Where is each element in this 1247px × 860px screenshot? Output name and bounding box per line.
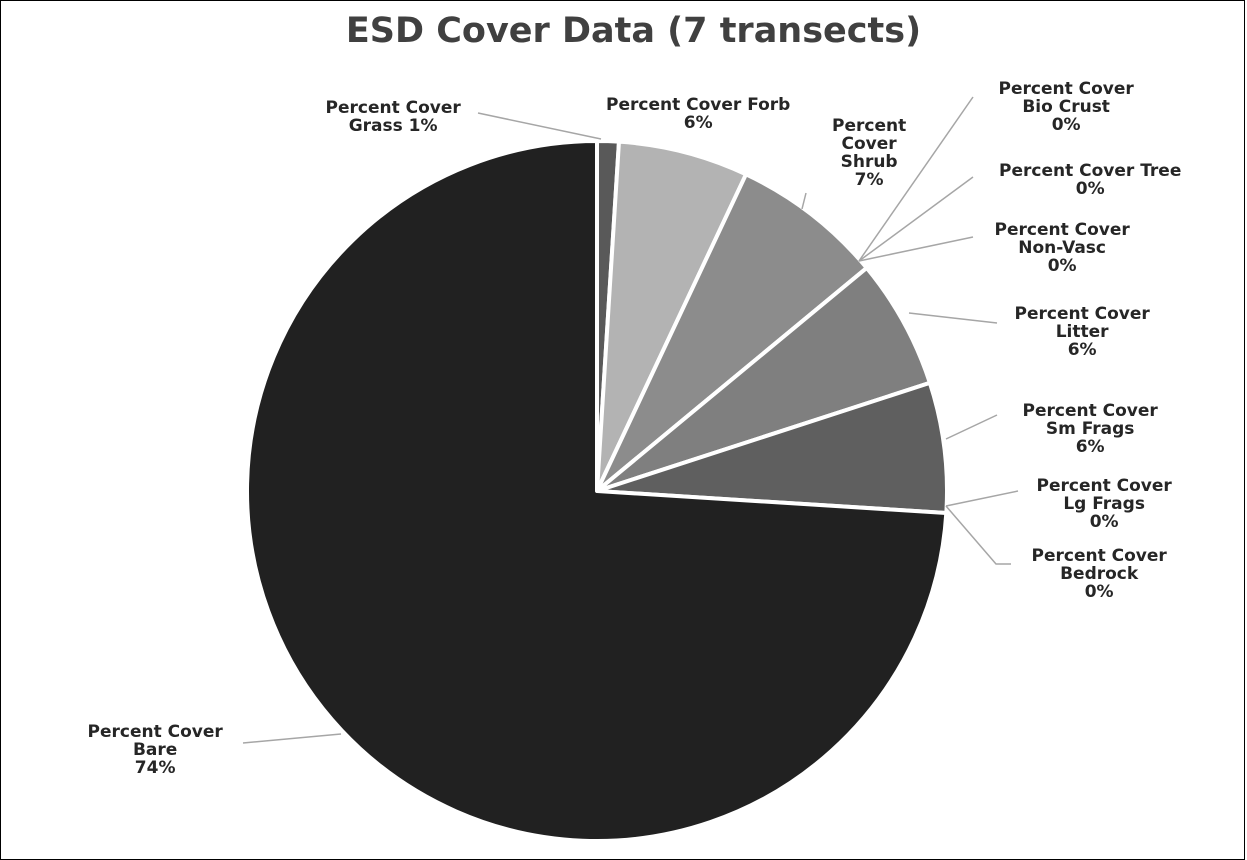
slice-label-line: Sm Frags bbox=[1045, 419, 1135, 439]
slice-label-line: Percent Cover bbox=[1022, 401, 1158, 421]
slice-label-line: 0% bbox=[1089, 512, 1119, 532]
leader-line bbox=[858, 236, 974, 262]
pie-slice bbox=[595, 139, 749, 493]
pie-slice bbox=[595, 265, 932, 493]
slice-label: Percent Cover Sm Frags 6% bbox=[1023, 402, 1158, 456]
slice-label-line: Bare bbox=[132, 740, 178, 760]
leader-line bbox=[477, 112, 602, 140]
slice-label-line: Percent Cover bbox=[1014, 304, 1150, 324]
pie-slice bbox=[245, 139, 949, 843]
pie-slice bbox=[595, 380, 949, 515]
slice-label-line: Percent Cover bbox=[1036, 476, 1172, 496]
slice-label-line: Bedrock bbox=[1060, 564, 1139, 584]
slice-label-line: 6% bbox=[683, 113, 713, 133]
leader-line bbox=[242, 733, 342, 744]
slice-label: Percent Cover Lg Frags 0% bbox=[1037, 477, 1172, 531]
slice-label-line: Percent Cover bbox=[87, 722, 223, 742]
leader-line bbox=[945, 490, 1019, 507]
slice-label: Percent Cover Tree 0% bbox=[999, 162, 1181, 198]
leader-line bbox=[858, 96, 974, 262]
slice-label-line: 0% bbox=[1075, 179, 1105, 199]
leader-line bbox=[908, 312, 998, 324]
slice-label-line: Percent Cover bbox=[998, 79, 1134, 99]
pie-slice bbox=[595, 172, 869, 493]
slice-label-line: Cover bbox=[841, 134, 897, 154]
slice-label-line: Percent bbox=[832, 116, 907, 136]
leader-line bbox=[801, 192, 807, 210]
slice-label-line: Percent Cover bbox=[994, 220, 1130, 240]
slice-label: Percent Cover Litter 6% bbox=[1015, 305, 1150, 359]
slice-label-line: Litter bbox=[1055, 322, 1109, 342]
leader-line bbox=[858, 176, 974, 262]
slice-label-line: Percent Cover Tree bbox=[999, 161, 1182, 181]
slice-label-line: Percent Cover bbox=[325, 98, 461, 118]
slice-label-line: 6% bbox=[1067, 340, 1097, 360]
leader-line bbox=[945, 505, 1011, 565]
slice-label: Percent Cover Bare 74% bbox=[88, 723, 223, 777]
slice-label: Percent Cover Non-Vasc 0% bbox=[995, 221, 1130, 275]
slice-label-line: 0% bbox=[1084, 582, 1114, 602]
slice-label: Percent Cover Shrub 7% bbox=[832, 117, 906, 189]
slice-label-line: Bio Crust bbox=[1022, 97, 1110, 117]
chart-title: ESD Cover Data (7 transects) bbox=[345, 11, 922, 51]
slice-label-line: 6% bbox=[1075, 437, 1105, 457]
slice-label: Percent Cover Forb 6% bbox=[606, 96, 790, 132]
slice-label-line: Shrub bbox=[840, 152, 898, 172]
slice-label-line: 7% bbox=[854, 170, 884, 190]
slice-label-line: Percent Cover Forb bbox=[606, 95, 791, 115]
slice-label-line: Non-Vasc bbox=[1018, 238, 1106, 258]
slice-label-line: 74% bbox=[134, 758, 176, 778]
leader-line bbox=[945, 414, 998, 440]
slice-label-line: Percent Cover bbox=[1031, 546, 1167, 566]
slice-label-line: 0% bbox=[1047, 256, 1077, 276]
slice-label: Percent Cover Bedrock 0% bbox=[1032, 547, 1167, 601]
slice-label: Percent Cover Grass 1% bbox=[326, 99, 461, 135]
slice-label: Percent Cover Bio Crust 0% bbox=[999, 80, 1134, 134]
slice-label-line: Lg Frags bbox=[1063, 494, 1145, 514]
slice-label-line: Grass 1% bbox=[348, 116, 438, 136]
slice-label-line: 0% bbox=[1051, 115, 1081, 135]
